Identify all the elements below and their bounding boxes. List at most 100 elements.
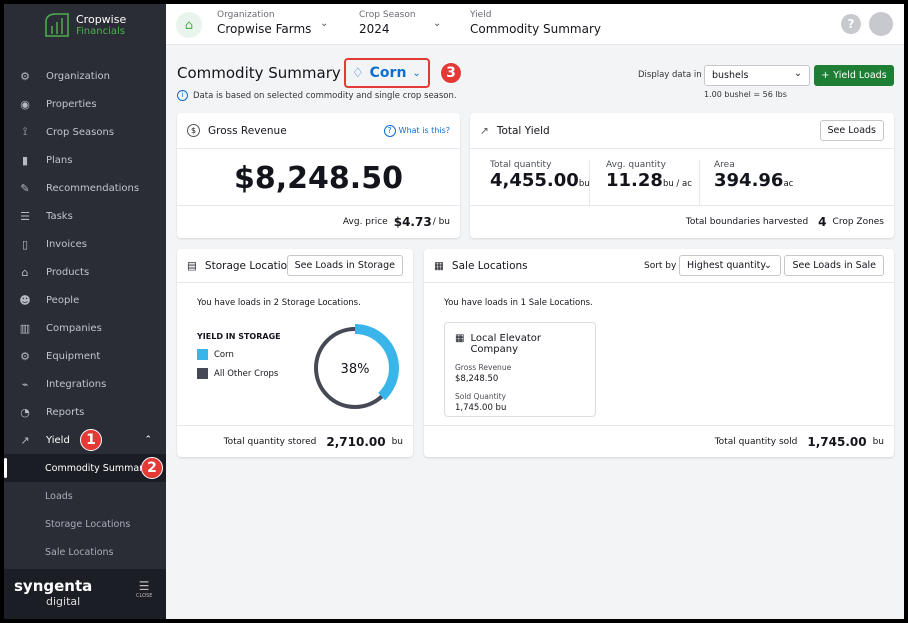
location-rev-label: Gross Revenue	[455, 363, 512, 372]
sidebar-item-recommendations[interactable]: ✎ Recommendations	[4, 174, 166, 202]
see-loads-button[interactable]: See Loads	[819, 120, 884, 141]
sidebar-item-label: Equipment	[46, 350, 101, 362]
sidebar-item-label: Invoices	[46, 238, 87, 250]
see-loads-in-sale-button[interactable]: See Loads in Sale	[784, 255, 884, 276]
pie-icon: ◔	[20, 405, 30, 419]
gross-revenue-amount: $8,248.50	[234, 161, 403, 196]
help-text: What is this?	[398, 126, 450, 135]
sidebar-item-properties[interactable]: ◉ Properties	[4, 90, 166, 118]
sort-label: Sort by	[644, 260, 677, 271]
logo-icon	[45, 13, 69, 37]
sidebar-item-reports[interactable]: ◔ Reports	[4, 398, 166, 426]
info-icon: i	[177, 90, 188, 101]
sold-label: Total quantity sold	[714, 436, 798, 447]
help-button[interactable]: ?	[841, 14, 861, 34]
sidebar-item-tasks[interactable]: ☰ Tasks	[4, 202, 166, 230]
plug-icon: ⌁	[21, 377, 29, 391]
sidebar-item-label: Crop Seasons	[46, 126, 115, 138]
sidebar-subitem-sale-locations[interactable]: Sale Locations	[4, 538, 166, 566]
sidebar-item-yield[interactable]: ↗ Yield 1 ⌃	[4, 426, 166, 454]
breadcrumb-page: Commodity Summary	[470, 22, 602, 36]
boundaries-label: Total boundaries harvested	[685, 216, 809, 227]
legend-item-other: All Other Crops	[197, 368, 278, 379]
avg-price-label: Avg. price	[342, 217, 388, 227]
user-avatar[interactable]	[869, 12, 893, 36]
sidebar-item-invoices[interactable]: ▯ Invoices	[4, 230, 166, 258]
clipboard-icon: ▮	[21, 153, 29, 167]
info-note: i Data is based on selected commodity and…	[177, 90, 457, 101]
sort-select[interactable]: Highest quantity ⌄	[679, 255, 781, 276]
stat-value: 4,455.00	[490, 170, 579, 191]
brand-sub: Financials	[76, 26, 125, 37]
add-yield-loads-button[interactable]: + Yield Loads	[814, 65, 894, 86]
sidebar-subitem-label: Loads	[45, 490, 73, 502]
sidebar-item-label: Plans	[46, 154, 73, 166]
total-quantity-stat: Total quantity 4,455.00bu	[470, 160, 590, 205]
sidebar-item-plans[interactable]: ▮ Plans	[4, 146, 166, 174]
farm-icon: ⌂	[176, 12, 202, 38]
cropwise-logo[interactable]: Cropwise Financials	[44, 12, 126, 38]
building-icon: ▥	[19, 321, 31, 335]
chevron-down-icon[interactable]: ⌄	[433, 18, 442, 29]
sidebar-item-people[interactable]: ☻ People	[4, 286, 166, 314]
sidebar-item-label: Properties	[46, 98, 97, 110]
location-qty-label: Sold Quantity	[455, 392, 506, 401]
sidebar-item-label: Yield	[46, 434, 70, 446]
breadcrumb-section: Yield	[470, 10, 492, 20]
sidebar-item-label: Organization	[46, 70, 110, 82]
sidebar-footer: syngenta digital ☰ CLOSE	[4, 569, 166, 619]
breadcrumb: Yield Commodity Summary	[470, 10, 601, 36]
info-text: Data is based on selected commodity and …	[193, 90, 457, 101]
sidebar-item-companies[interactable]: ▥ Companies	[4, 314, 166, 342]
stat-value: 11.28	[606, 170, 663, 191]
sidebar-item-equipment[interactable]: ⚙ Equipment	[4, 342, 166, 370]
gross-revenue-card: $ Gross Revenue ? What is this? $8,248.50 …	[177, 113, 460, 238]
organization-select[interactable]: Organization Cropwise Farms	[217, 10, 311, 36]
sidebar-subitem-loads[interactable]: Loads	[4, 482, 166, 510]
sidebar-item-label: Tasks	[46, 210, 73, 222]
tractor-icon: ⚙	[20, 349, 30, 363]
zones-count: 4	[818, 214, 827, 229]
yield-chart-icon: ↗	[480, 124, 489, 137]
page-title: Commodity Summary	[177, 64, 341, 82]
close-sidebar-button[interactable]: ☰ CLOSE	[136, 579, 152, 599]
sale-summary: You have loads in 1 Sale Locations.	[444, 298, 593, 308]
sidebar-subitem-commodity-summary[interactable]: Commodity Summary 2	[4, 454, 166, 482]
store-icon: ▦	[434, 259, 444, 272]
unit-select[interactable]: bushels ⌄	[704, 65, 810, 86]
commodity-select[interactable]: ♢ Corn ⌄	[344, 58, 430, 88]
avg-quantity-stat: Avg. quantity 11.28bu / ac	[590, 160, 700, 205]
avg-price-unit: / bu	[432, 217, 450, 227]
sidebar-item-integrations[interactable]: ⌁ Integrations	[4, 370, 166, 398]
stat-value: 394.96	[714, 170, 784, 191]
storage-summary: You have loads in 2 Storage Locations.	[197, 298, 361, 308]
yield-chart-icon: ↗	[20, 433, 30, 447]
see-loads-in-storage-button[interactable]: See Loads in Storage	[286, 255, 403, 276]
legend-swatch	[197, 349, 208, 360]
location-rev: $8,248.50	[455, 374, 499, 384]
legend-label: Corn	[214, 349, 234, 360]
sidebar-item-organization[interactable]: ⚙ Organization	[4, 62, 166, 90]
area-stat: Area 394.96ac	[700, 160, 793, 205]
chevron-down-icon[interactable]: ⌄	[320, 18, 329, 29]
location-qty: 1,745.00 bu	[455, 403, 507, 413]
gear-icon: ⚙	[20, 69, 30, 83]
sidebar-item-label: Integrations	[46, 378, 107, 390]
donut-percent-label: 38%	[341, 362, 370, 377]
sidebar-subitem-label: Sale Locations	[45, 546, 114, 558]
sold-value: 1,745.00	[807, 434, 867, 449]
crop-season-select[interactable]: Crop Season 2024	[359, 10, 416, 36]
sidebar-subitem-storage-locations[interactable]: Storage Locations	[4, 510, 166, 538]
sale-location-card[interactable]: ▦ Local Elevator Company Gross Revenue $8…	[444, 322, 596, 417]
step-badge-1: 1	[80, 429, 102, 451]
stored-label: Total quantity stored	[223, 436, 317, 447]
avg-price-value: $4.73	[393, 215, 432, 229]
sidebar-item-crop-seasons[interactable]: ⟟ Crop Seasons	[4, 118, 166, 146]
globe-icon: ◉	[20, 97, 30, 111]
season-value: 2024	[359, 22, 390, 36]
edit-icon: ✎	[20, 181, 30, 195]
what-is-this-link[interactable]: ? What is this?	[383, 124, 450, 137]
sidebar-item-products[interactable]: ⌂ Products	[4, 258, 166, 286]
card-title: Gross Revenue	[208, 124, 287, 137]
sidebar-subitem-label: Storage Locations	[45, 518, 131, 530]
